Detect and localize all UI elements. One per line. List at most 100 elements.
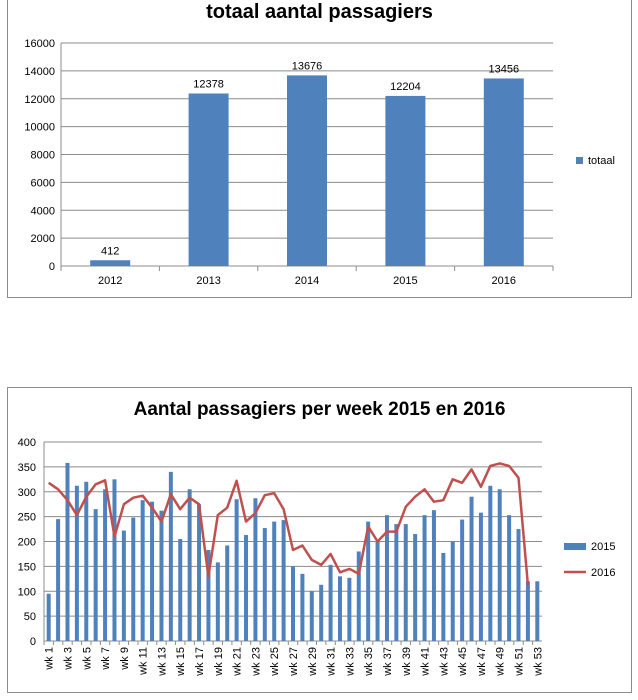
- chart-title: Aantal passagiers per week 2015 en 2016: [133, 399, 506, 420]
- x-tick-label: wk 17: [194, 647, 206, 677]
- x-tick-label: wk 39: [401, 647, 413, 677]
- bar-2015: [319, 584, 324, 641]
- bar-2015: [309, 591, 314, 641]
- bar-2015: [206, 549, 211, 641]
- x-tick-label: wk 9: [119, 647, 131, 671]
- line-2016: [47, 462, 530, 585]
- bar-2015: [253, 498, 258, 641]
- data-label: 12378: [193, 78, 224, 90]
- x-tick-label: wk 35: [363, 647, 375, 677]
- bar-2015: [460, 519, 465, 641]
- bar-2015: [375, 541, 380, 641]
- bar-chart-totaal: 0 2000 4000 6000 8000 10000 12000 14000 16000 412…: [24, 38, 615, 287]
- y-tick-label: 300: [18, 487, 36, 499]
- y-tick-label: 350: [18, 462, 36, 474]
- x-tick-label: wk 1: [44, 647, 56, 671]
- bar-2015: [65, 462, 70, 641]
- data-label: 412: [101, 245, 119, 257]
- x-tick-label: wk 15: [175, 647, 187, 677]
- bar-2015: [441, 552, 446, 641]
- bar-2015: [244, 535, 249, 641]
- bar-2015: [431, 510, 436, 641]
- bar-2015: [328, 564, 333, 641]
- bar-2015: [347, 577, 352, 641]
- bar-2015: [413, 534, 418, 641]
- y-tick-label: 2000: [31, 233, 55, 245]
- x-tick-label: wk 23: [250, 647, 262, 677]
- bar-2015: [234, 499, 239, 641]
- x-tick-label: wk 25: [269, 647, 281, 677]
- legend-label-2015: 2015: [591, 541, 615, 553]
- bar-2015: [272, 521, 277, 641]
- y-tick-label: 12000: [24, 94, 55, 106]
- y-tick-label: 0: [49, 261, 55, 273]
- y-tick-label: 0: [30, 636, 36, 648]
- bar-2015: [140, 500, 145, 641]
- bar-2015: [291, 566, 295, 641]
- bar-2015: [150, 501, 155, 641]
- x-tick-label: wk 21: [232, 647, 244, 677]
- x-tick-label: wk 7: [100, 647, 112, 671]
- bar-2015: [74, 485, 79, 641]
- bar: [90, 260, 131, 266]
- y-tick-label: 400: [18, 437, 36, 449]
- data-label: 13456: [489, 63, 520, 75]
- bar-2015: [384, 515, 389, 641]
- bar-2015: [469, 496, 474, 641]
- bar-2015: [516, 529, 521, 641]
- x-tick-label: wk 27: [288, 647, 300, 677]
- bar-2015: [197, 504, 202, 641]
- y-tick-label: 14000: [24, 66, 55, 78]
- y-tick-label: 10000: [24, 122, 55, 134]
- bar-2015: [394, 524, 399, 641]
- bar-2015: [422, 515, 427, 641]
- bar-2015: [497, 489, 502, 641]
- bar-2015: [46, 593, 51, 641]
- bar: [385, 95, 426, 266]
- bar-2015: [121, 530, 126, 641]
- x-tick-label: wk 53: [532, 647, 544, 677]
- legend-swatch-2015: [564, 543, 586, 550]
- bar-2015: [215, 562, 220, 641]
- x-tick-label: wk 3: [62, 647, 74, 671]
- y-tick-label: 6000: [31, 177, 55, 189]
- bar: [188, 93, 229, 266]
- x-tick-label: wk 51: [514, 647, 526, 677]
- chart-panel-totaal: totaal aantal passagiers 0 2000 4000 6000 80…: [7, 0, 632, 298]
- bar-2015: [56, 519, 61, 641]
- bar-2015: [103, 489, 108, 641]
- bar-2015: [84, 481, 89, 641]
- bar-2015: [168, 471, 173, 641]
- y-tick-label: 100: [18, 586, 36, 598]
- y-tick-label: 250: [18, 512, 36, 524]
- bar-2015: [535, 581, 540, 641]
- bar-2015: [507, 515, 512, 641]
- chart-title: totaal aantal passagiers: [206, 1, 433, 23]
- y-tick-label: 150: [18, 561, 36, 573]
- x-tick-label: wk 11: [138, 647, 150, 676]
- y-tick-label: 50: [24, 611, 36, 623]
- bar-2015: [300, 573, 305, 641]
- combo-chart-weekly: 0 50 100 150 200 250 300 350 400 wk 1 wk 3 wk 5 wk 7…: [18, 437, 616, 677]
- x-tick-label: wk 49: [495, 647, 507, 677]
- x-tick-label: 2014: [295, 275, 319, 287]
- x-tick-label: wk 37: [382, 647, 394, 677]
- y-tick-label: 8000: [31, 150, 55, 162]
- bar-2015: [131, 517, 136, 641]
- bar-2015: [281, 520, 286, 641]
- bar-2015: [366, 521, 371, 641]
- x-tick-label: 2016: [492, 275, 516, 287]
- bar-2015: [93, 509, 98, 641]
- bar-2015: [403, 524, 408, 641]
- bar-2015: [178, 539, 183, 641]
- legend-label: totaal: [588, 155, 615, 167]
- x-tick-label: wk 29: [307, 647, 319, 677]
- data-label: 12204: [390, 81, 421, 93]
- x-tick-label: 2015: [393, 275, 417, 287]
- x-tick-label: wk 19: [213, 647, 225, 677]
- x-tick-label: wk 45: [457, 647, 469, 677]
- legend-label-2016: 2016: [591, 567, 615, 579]
- y-tick-label: 16000: [24, 38, 55, 50]
- bar-2015: [478, 512, 483, 641]
- bar-2015: [356, 551, 361, 641]
